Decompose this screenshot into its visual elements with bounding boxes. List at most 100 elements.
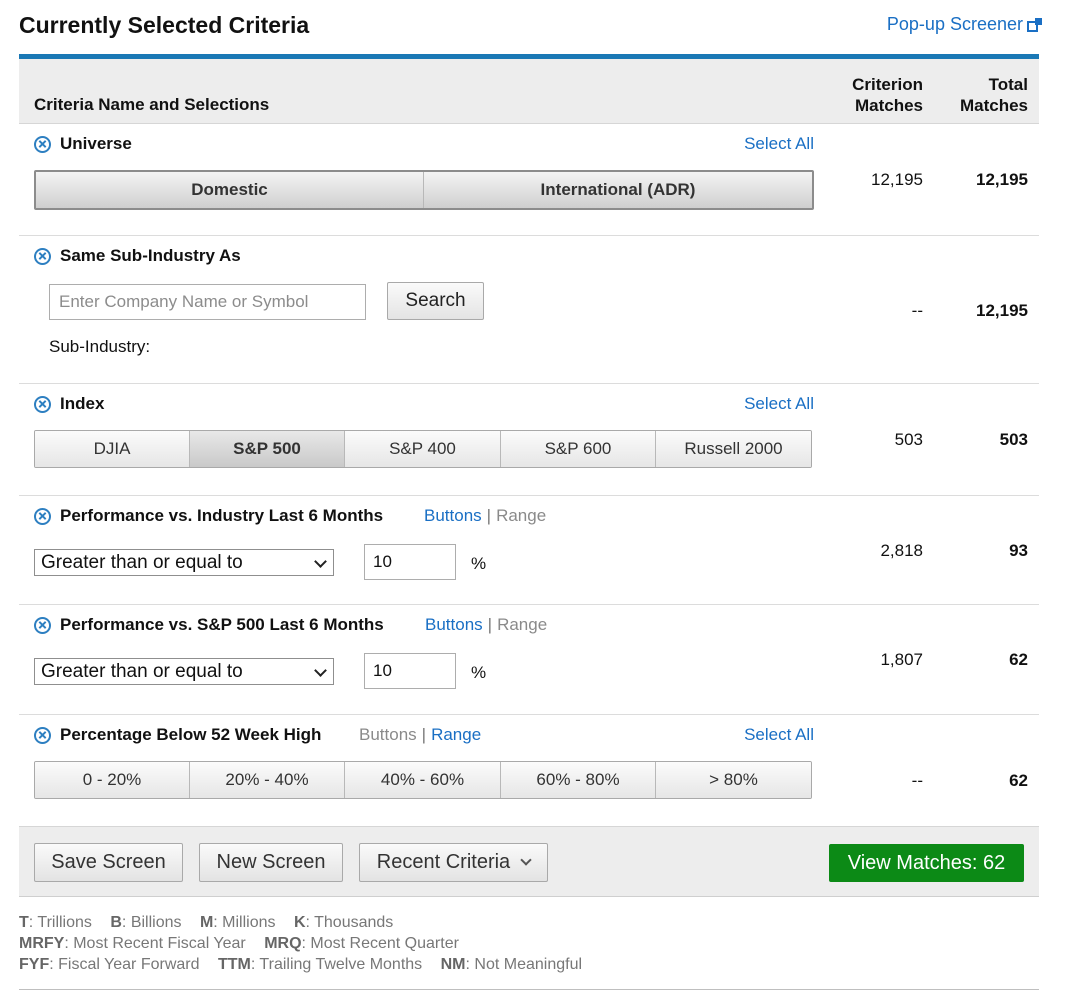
legend-desc: : Not Meaningful — [465, 956, 583, 973]
perf-sp500-label: Performance vs. S&P 500 Last 6 Months — [60, 615, 384, 634]
legend-desc: : Trillions — [28, 914, 92, 931]
pct-below-high-mode-toggle: Buttons | Range — [359, 725, 481, 745]
chevron-down-icon — [314, 555, 327, 568]
legend-key: M — [199, 914, 214, 931]
toggle-separator: | — [486, 506, 492, 525]
legend-desc: : Most Recent Fiscal Year — [64, 935, 246, 952]
save-screen-button[interactable]: Save Screen — [34, 843, 183, 882]
perf-industry-criterion-matches: 2,818 — [880, 541, 923, 560]
perf-sp500-operator-select[interactable]: Greater than or equal to — [34, 658, 334, 685]
header-criterion-matches: Criterion Matches — [852, 74, 923, 116]
perf-industry-total-matches: 93 — [1009, 541, 1028, 560]
sub-industry-total-matches: 12,195 — [976, 301, 1028, 320]
remove-criterion-icon[interactable] — [34, 726, 51, 744]
pct-below-high-buttons-link[interactable]: Buttons — [359, 725, 417, 744]
perf-industry-buttons-link[interactable]: Buttons — [424, 506, 482, 525]
chevron-down-icon — [314, 664, 327, 677]
recent-criteria-button[interactable]: Recent Criteria — [359, 843, 548, 882]
pct-below-high-total-matches: 62 — [1009, 771, 1028, 790]
search-button[interactable]: Search — [387, 282, 484, 320]
legend-key: K — [293, 914, 306, 931]
recent-criteria-label: Recent Criteria — [376, 851, 511, 873]
sub-industry-label: Same Sub-Industry As — [60, 246, 241, 265]
legend-line-3: FYF: Fiscal Year Forward TTM: Trailing T… — [19, 954, 582, 975]
perf-industry-label: Performance vs. Industry Last 6 Months — [60, 506, 384, 525]
perf-industry-operator-value: Greater than or equal to — [41, 551, 243, 573]
remove-criterion-icon[interactable] — [34, 135, 51, 153]
criteria-row-perf-sp500: Performance vs. S&P 500 Last 6 Months Bu… — [19, 605, 1039, 715]
action-bar: Save Screen New Screen Recent Criteria V… — [19, 826, 1039, 897]
index-option-russell2000[interactable]: Russell 2000 — [656, 431, 811, 467]
external-window-icon — [1027, 17, 1042, 32]
perf-industry-title: Performance vs. Industry Last 6 Months — [34, 506, 383, 526]
pct-below-high-select-all[interactable]: Select All — [744, 725, 814, 744]
criteria-row-universe: Universe Select All Domestic Internation… — [19, 124, 1039, 236]
perf-industry-range-link[interactable]: Range — [496, 506, 547, 525]
index-label: Index — [60, 394, 105, 413]
legend-desc: : Billions — [121, 914, 182, 931]
chevron-down-icon — [520, 854, 532, 866]
universe-total-matches: 12,195 — [976, 170, 1028, 189]
header-total-line1: Total — [988, 75, 1028, 94]
popup-screener-label: Pop-up Screener — [886, 14, 1023, 34]
criteria-header: Criteria Name and Selections Criterion M… — [19, 54, 1039, 124]
new-screen-button[interactable]: New Screen — [199, 843, 343, 882]
index-option-djia[interactable]: DJIA — [35, 431, 190, 467]
remove-criterion-icon[interactable] — [34, 507, 51, 525]
header-criterion-line1: Criterion — [852, 75, 923, 94]
perf-sp500-value-input[interactable]: 10 — [364, 653, 456, 689]
universe-criterion-matches: 12,195 — [871, 170, 923, 189]
criteria-row-perf-industry: Performance vs. Industry Last 6 Months B… — [19, 496, 1039, 605]
pct-below-high-criterion-matches: -- — [911, 771, 923, 790]
perf-sp500-total-matches: 62 — [1009, 650, 1028, 669]
popup-screener-link[interactable]: Pop-up Screener — [886, 14, 1042, 35]
legend-key: MRFY — [19, 935, 65, 952]
universe-label: Universe — [60, 134, 132, 153]
header-total-matches: Total Matches — [960, 74, 1028, 116]
bottom-divider — [19, 989, 1039, 990]
legend-key: TTM — [217, 956, 251, 973]
criteria-row-sub-industry: Same Sub-Industry As Search Sub-Industry… — [19, 236, 1039, 384]
perf-sp500-title: Performance vs. S&P 500 Last 6 Months — [34, 615, 384, 635]
perf-sp500-range-link[interactable]: Range — [497, 615, 548, 634]
pct-option-60-80[interactable]: 60% - 80% — [501, 762, 656, 798]
index-option-sp500[interactable]: S&P 500 — [190, 431, 345, 467]
perf-industry-value-input[interactable]: 10 — [364, 544, 456, 580]
criteria-row-index: Index Select All DJIA S&P 500 S&P 400 S&… — [19, 384, 1039, 496]
legend-line-1: T: Trillions B: Billions M: Millions K: … — [19, 912, 582, 933]
pct-option-40-60[interactable]: 40% - 60% — [345, 762, 501, 798]
legend-desc: : Trailing Twelve Months — [250, 956, 423, 973]
remove-criterion-icon[interactable] — [34, 616, 51, 634]
view-matches-button[interactable]: View Matches: 62 — [829, 844, 1024, 882]
legend-desc: : Fiscal Year Forward — [49, 956, 200, 973]
header-total-line2: Matches — [959, 96, 1028, 115]
remove-criterion-icon[interactable] — [34, 395, 51, 413]
perf-sp500-mode-toggle: Buttons | Range — [425, 615, 547, 635]
perf-industry-operator-select[interactable]: Greater than or equal to — [34, 549, 334, 576]
perf-industry-unit: % — [471, 554, 487, 573]
remove-criterion-icon[interactable] — [34, 247, 51, 265]
perf-sp500-criterion-matches: 1,807 — [880, 650, 923, 669]
universe-select-all[interactable]: Select All — [744, 134, 814, 153]
index-button-group: DJIA S&P 500 S&P 400 S&P 600 Russell 200… — [34, 430, 812, 468]
sub-industry-criterion-matches: -- — [911, 301, 923, 320]
header-criteria-name: Criteria Name and Selections — [34, 95, 270, 114]
universe-title: Universe — [34, 134, 132, 154]
company-search-input[interactable] — [49, 284, 366, 320]
universe-option-domestic[interactable]: Domestic — [36, 172, 424, 208]
perf-sp500-unit: % — [471, 663, 487, 682]
perf-industry-mode-toggle: Buttons | Range — [424, 506, 546, 526]
perf-sp500-buttons-link[interactable]: Buttons — [425, 615, 483, 634]
index-option-sp600[interactable]: S&P 600 — [501, 431, 656, 467]
pct-option-0-20[interactable]: 0 - 20% — [35, 762, 190, 798]
pct-option-80-plus[interactable]: > 80% — [656, 762, 811, 798]
universe-button-group: Domestic International (ADR) — [34, 170, 814, 210]
abbreviation-legend: T: Trillions B: Billions M: Millions K: … — [19, 912, 582, 975]
universe-option-international[interactable]: International (ADR) — [424, 172, 812, 208]
pct-option-20-40[interactable]: 20% - 40% — [190, 762, 345, 798]
legend-desc: : Millions — [213, 914, 276, 931]
pct-below-high-label: Percentage Below 52 Week High — [60, 725, 322, 744]
pct-below-high-range-link[interactable]: Range — [431, 725, 482, 744]
index-select-all[interactable]: Select All — [744, 394, 814, 413]
index-option-sp400[interactable]: S&P 400 — [345, 431, 501, 467]
